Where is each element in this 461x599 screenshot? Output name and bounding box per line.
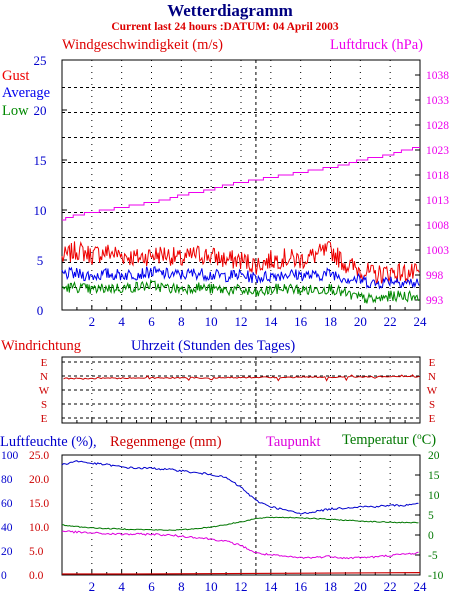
humidity-title: Luftfeuchte (%), <box>0 434 97 450</box>
legend-low: Low <box>2 103 29 119</box>
humidity-tick-label: 40 <box>1 522 13 534</box>
pressure-tick-label: 1003 <box>426 245 449 257</box>
wind-y-tick-label: 0 <box>37 303 44 318</box>
rain-tick-label: 15.0 <box>29 498 49 510</box>
temperature-title: Temperatur (oC) <box>342 431 436 448</box>
wind-x-tick-label: 6 <box>148 314 155 329</box>
temperature-series <box>61 516 419 531</box>
humidity-panel: 2 4 6 8 10 12 14 16 18 20 22 2410080604020025.020.0… <box>1 450 444 594</box>
wind-panel: 2 4 6 8 10 12 14 16 18 20 22 2425201510501038103310… <box>34 53 450 329</box>
dir-label-right: E <box>429 413 436 425</box>
pressure-tick-label: 1018 <box>426 170 449 182</box>
legend-gust: Gust <box>2 68 29 84</box>
pressure-series <box>62 147 420 221</box>
humidity-tick-label: 60 <box>1 498 13 510</box>
rain-tick-label: 20.0 <box>29 474 49 486</box>
wind-x-tick-label: 8 <box>178 314 185 329</box>
humid-x-tick-label: 6 <box>148 579 155 594</box>
dir-frame <box>61 356 421 424</box>
wind-x-tick-label: 18 <box>324 314 337 329</box>
temp-tick-label: -10 <box>428 570 444 582</box>
pressure-tick-label: 1023 <box>426 145 449 157</box>
humid-x-tick-label: 12 <box>235 579 248 594</box>
wind-x-tick-label: 16 <box>294 314 308 329</box>
humid-x-tick-label: 20 <box>354 579 367 594</box>
pressure-tick-label: 1013 <box>426 195 449 207</box>
humidity-tick-label: 0 <box>1 570 7 582</box>
humid-x-tick-label: 22 <box>384 579 397 594</box>
dir-label-right: N <box>428 371 436 383</box>
wind-direction-title: Windrichtung <box>1 338 81 354</box>
temp-tick-label: 15 <box>428 470 440 482</box>
rain-tick-label: 5.0 <box>29 546 44 558</box>
wind-y-tick-label: 5 <box>37 253 44 268</box>
temp-tick-label: -5 <box>428 550 438 562</box>
wind-x-tick-label: 10 <box>205 314 218 329</box>
rain-tick-label: 0.0 <box>29 570 44 582</box>
wind-y-tick-label: 10 <box>34 203 47 218</box>
wind-y-tick-label: 15 <box>34 153 47 168</box>
humid-x-tick-label: 10 <box>205 579 218 594</box>
humid-x-tick-label: 4 <box>118 579 125 594</box>
wind-series-average <box>61 266 420 290</box>
dir-label-left: E <box>41 357 48 369</box>
humid-x-tick-label: 24 <box>414 579 428 594</box>
temp-tick-label: 0 <box>428 530 434 542</box>
humid-x-tick-label: 8 <box>178 579 185 594</box>
dir-label-right: W <box>427 385 438 397</box>
wind-x-tick-label: 12 <box>235 314 248 329</box>
pressure-title: Luftdruck (hPa) <box>330 37 423 53</box>
legend-average: Average <box>2 85 50 101</box>
humidity-tick-label: 100 <box>1 450 19 462</box>
rain-tick-label: 10.0 <box>29 522 49 534</box>
humidity-tick-label: 80 <box>1 474 13 486</box>
pressure-tick-label: 1033 <box>426 95 449 107</box>
temp-tick-label: 5 <box>428 510 434 522</box>
dewpoint-title: Taupunkt <box>266 434 321 450</box>
humidity-series <box>61 460 419 515</box>
wind-direction-series <box>63 374 420 382</box>
humid-x-tick-label: 16 <box>294 579 308 594</box>
wind-y-tick-label: 25 <box>34 53 47 68</box>
dir-label-right: E <box>429 357 436 369</box>
dewpoint-series <box>61 530 419 560</box>
temp-tick-label: 10 <box>428 490 440 502</box>
chart-subtitle: Current last 24 hours :DATUM: 04 April 2… <box>111 21 339 33</box>
pressure-tick-label: 993 <box>426 295 444 307</box>
wind-x-tick-label: 2 <box>89 314 96 329</box>
wind-x-tick-label: 22 <box>384 314 397 329</box>
dir-label-left: N <box>40 371 48 383</box>
pressure-tick-label: 998 <box>426 270 444 282</box>
direction-panel: E EN NW WS SE E <box>39 356 438 425</box>
pressure-tick-label: 1028 <box>426 120 449 132</box>
rain-tick-label: 25.0 <box>29 450 49 462</box>
wind-x-tick-label: 4 <box>118 314 125 329</box>
chart-title: Wetterdiagramm <box>167 1 293 20</box>
temp-tick-label: 20 <box>428 450 440 462</box>
dir-label-left: W <box>39 385 50 397</box>
wind-x-tick-label: 14 <box>264 314 278 329</box>
pressure-tick-label: 1008 <box>426 220 449 232</box>
humidity-tick-label: 20 <box>1 546 13 558</box>
pressure-tick-label: 1038 <box>426 70 449 82</box>
humid-x-tick-label: 18 <box>324 579 337 594</box>
humid-x-tick-label: 2 <box>89 579 96 594</box>
humid-x-tick-label: 14 <box>264 579 278 594</box>
wind-series-low <box>61 278 420 304</box>
rain-series <box>62 571 421 575</box>
wind-series-gust <box>61 241 420 285</box>
dir-label-right: S <box>429 399 435 411</box>
wind-x-tick-label: 20 <box>354 314 367 329</box>
x-axis-title: Uhrzeit (Stunden des Tages) <box>131 338 295 354</box>
rain-title: Regenmenge (mm) <box>110 434 222 450</box>
wind-x-tick-label: 24 <box>414 314 428 329</box>
dir-label-left: E <box>41 413 48 425</box>
wind-y-tick-label: 20 <box>34 103 47 118</box>
wind-speed-title: Windgeschwindigkeit (m/s) <box>62 37 223 53</box>
dir-label-left: S <box>41 399 47 411</box>
